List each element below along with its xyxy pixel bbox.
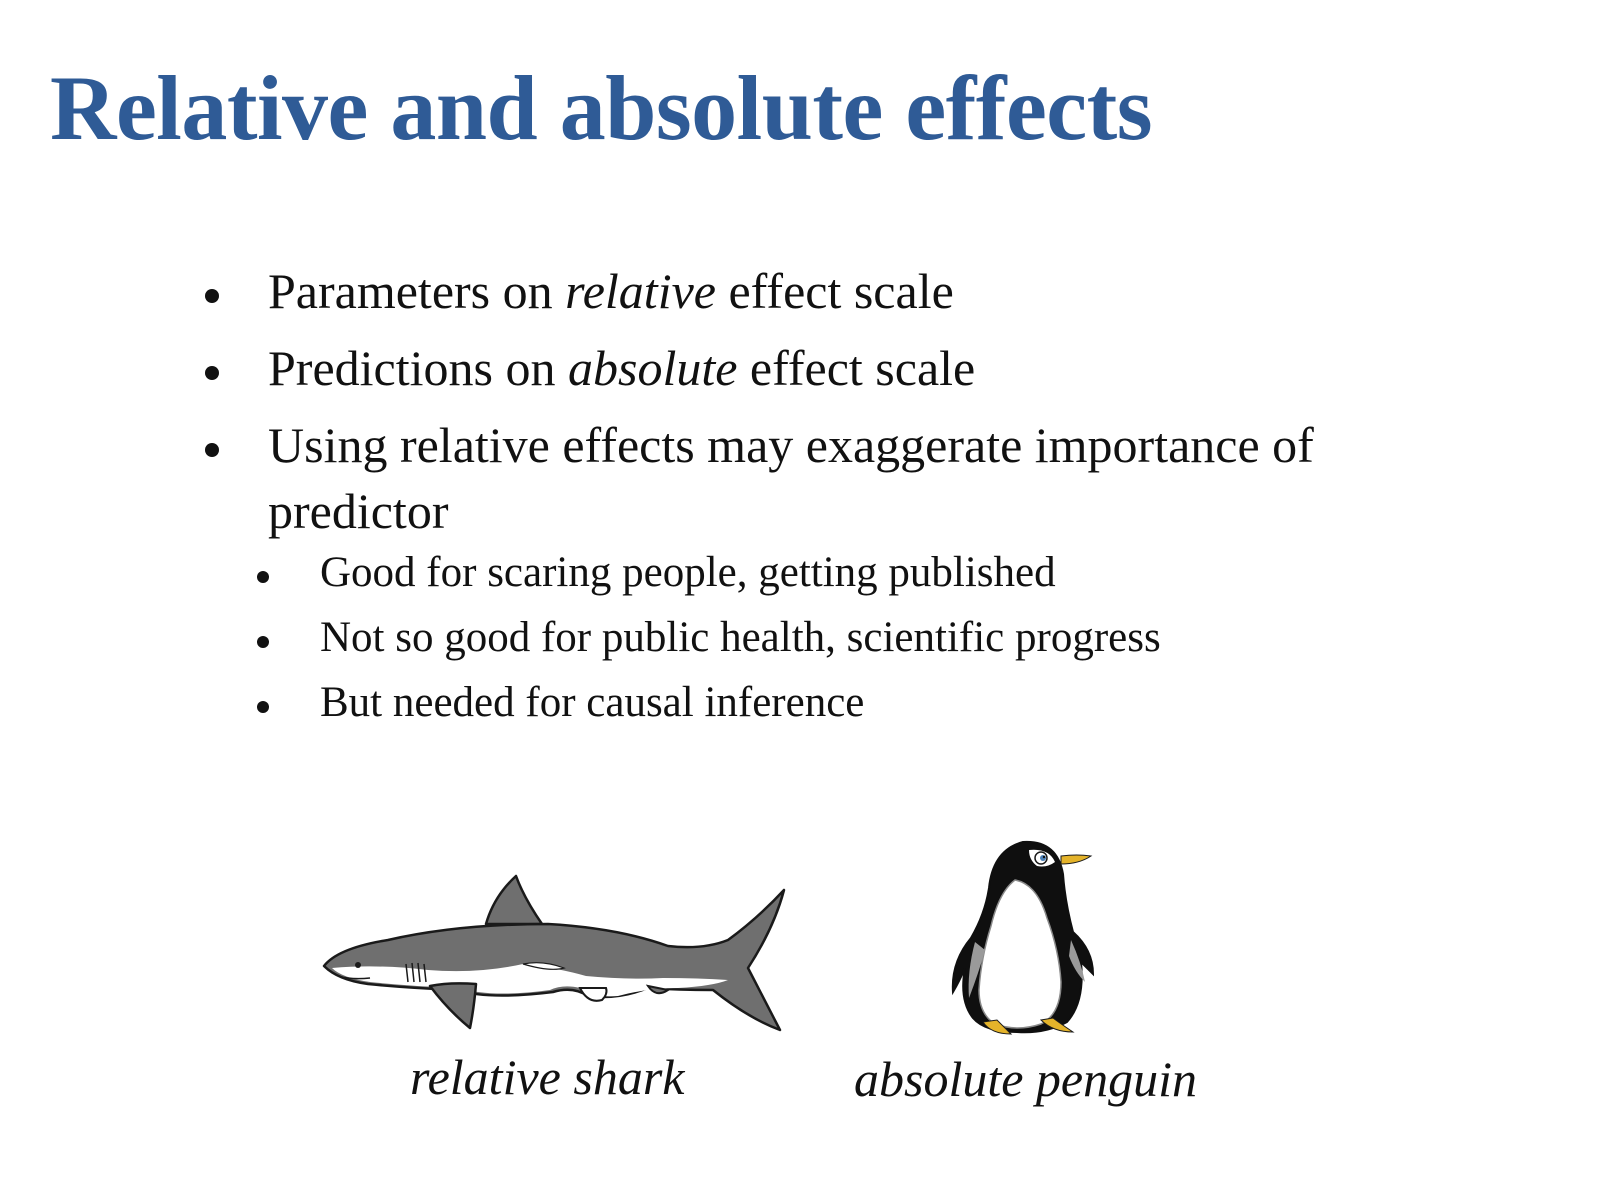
bullet-emphasis: absolute <box>567 340 738 396</box>
slide-title: Relative and absolute effects <box>50 57 1153 159</box>
bullet-text-after: effect scale <box>715 263 954 319</box>
shark-body <box>322 888 786 1032</box>
shark-pectoral-fin <box>428 982 478 1030</box>
bullet-text-after: effect scale <box>737 340 976 396</box>
shark-dorsal-fin <box>484 874 544 926</box>
subbullet-causal-inference: But needed for causal inference <box>254 675 1404 730</box>
subbullet-text: But needed for causal inference <box>320 679 865 726</box>
subbullet-public-health: Not so good for public health, scientifi… <box>254 610 1404 665</box>
bullet-dot <box>205 443 219 457</box>
penguin-beak <box>1060 854 1093 865</box>
bullet-dot <box>205 289 219 303</box>
shark-illustration <box>322 874 786 1032</box>
bullet-dot <box>205 366 219 380</box>
bullet-text-before: Predictions on <box>268 340 568 396</box>
bullet-predictions-absolute: Predictions on absolute effect scale <box>200 335 1440 401</box>
penguin-foot-right <box>1039 1017 1075 1033</box>
shark-caption: relative shark <box>410 1049 685 1105</box>
subbullet-scaring-people: Good for scaring people, getting publish… <box>254 545 1404 600</box>
bullet-parameters-relative: Parameters on relative effect scale <box>200 258 1440 324</box>
sub-bullet-list: Good for scaring people, getting publish… <box>254 545 1404 740</box>
penguin-illustration <box>951 840 1095 1035</box>
subbullet-dot <box>257 636 269 648</box>
subbullet-text: Good for scaring people, getting publish… <box>320 549 1056 596</box>
subbullet-text: Not so good for public health, scientifi… <box>320 614 1161 661</box>
bullet-emphasis: relative <box>565 263 716 319</box>
penguin-belly <box>978 879 1062 1029</box>
shark-gills <box>405 962 427 983</box>
bullet-text-before: Parameters on <box>268 263 566 319</box>
bullet-exaggerate-importance: Using relative effects may exaggerate im… <box>200 412 1440 544</box>
penguin-foot-left <box>982 1019 1013 1035</box>
shark-belly <box>332 964 728 997</box>
main-bullet-list: Parameters on relative effect scale Pred… <box>200 258 1440 555</box>
bullet-text: Using relative effects may exaggerate im… <box>268 417 1314 539</box>
shark-eye <box>355 962 361 968</box>
penguin-caption: absolute penguin <box>854 1051 1198 1107</box>
subbullet-dot <box>257 701 269 713</box>
subbullet-dot <box>257 571 269 583</box>
